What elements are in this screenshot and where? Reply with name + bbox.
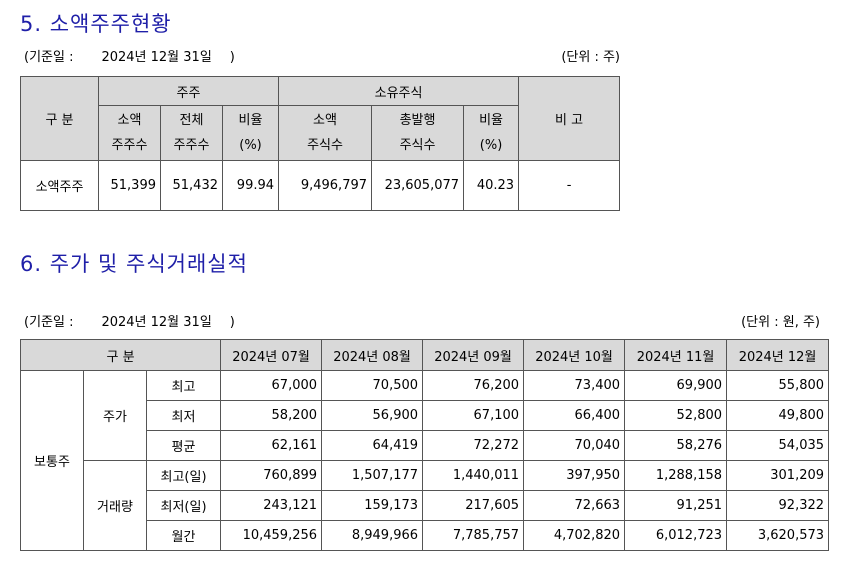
header-total-holders: 전체 주주수 xyxy=(160,105,223,161)
value-cell: 1,288,158 xyxy=(624,460,728,491)
value-cell: 70,040 xyxy=(523,430,626,461)
value-cell: 66,400 xyxy=(523,400,626,431)
value-cell: 3,620,573 xyxy=(726,520,830,551)
value-cell: 1,440,011 xyxy=(422,460,525,491)
basis-date: 2024년 12월 31일 xyxy=(101,315,212,330)
row-label: 최고 xyxy=(145,370,222,401)
minority-shareholders-table: 구 분 주주 소유주식 비 고 소액 주주수 전체 주주수 비율 (%) 소액 주식수 … xyxy=(20,76,621,211)
value-cell: 10,459,256 xyxy=(220,520,323,551)
month-header: 2024년 11월 xyxy=(624,339,728,371)
month-header: 2024년 12월 xyxy=(726,339,830,371)
total-holders-value: 51,432 xyxy=(160,160,223,211)
value-cell: 58,200 xyxy=(220,400,323,431)
value-cell: 69,900 xyxy=(624,370,728,401)
header-ratio2: 비율 (%) xyxy=(463,105,520,161)
row-label: 평균 xyxy=(145,430,222,461)
volume-group-label: 거래량 xyxy=(83,460,147,551)
value-cell: 52,800 xyxy=(624,400,728,431)
value-cell: 58,276 xyxy=(624,430,728,461)
value-cell: 397,950 xyxy=(523,460,626,491)
basis-label: (기준일 : xyxy=(24,50,74,65)
header-minor-shares: 소액 주식수 xyxy=(278,105,373,161)
row-label: 월간 xyxy=(145,520,222,551)
value-cell: 72,272 xyxy=(422,430,525,461)
value-cell: 1,507,177 xyxy=(321,460,424,491)
month-header: 2024년 08월 xyxy=(321,339,424,371)
month-header: 2024년 07월 xyxy=(220,339,323,371)
value-cell: 7,785,757 xyxy=(422,520,525,551)
value-cell: 4,702,820 xyxy=(523,520,626,551)
row-label: 최저 xyxy=(145,400,222,431)
table-row: 평균 62,161 64,419 72,272 70,040 58,276 54… xyxy=(21,430,830,461)
stock-type-label: 보통주 xyxy=(20,370,84,551)
table-row: 거래량 최고(일) 760,899 1,507,177 1,440,011 39… xyxy=(21,460,830,551)
value-cell: 217,605 xyxy=(422,490,525,521)
value-cell: 159,173 xyxy=(321,490,424,521)
price-group-label: 주가 xyxy=(83,370,147,461)
basis-label: (기준일 : xyxy=(24,315,74,330)
value-cell: 91,251 xyxy=(624,490,728,521)
header-minor-holders: 소액 주주수 xyxy=(98,105,161,161)
section5-basis: (기준일 : 2024년 12월 31일) xyxy=(24,46,235,65)
header-category: 구 분 xyxy=(20,76,99,161)
value-cell: 6,012,723 xyxy=(624,520,728,551)
header-note: 비 고 xyxy=(518,76,621,161)
table-row: 최저(일) 243,121 159,173 217,605 72,663 91,… xyxy=(21,490,830,521)
section6-title: 6. 주가 및 주식거래실적 xyxy=(20,252,248,276)
value-cell: 67,100 xyxy=(422,400,525,431)
minor-holders-value: 51,399 xyxy=(98,160,161,211)
month-header: 2024년 10월 xyxy=(523,339,626,371)
ratio2-value: 40.23 xyxy=(463,160,520,211)
value-cell: 56,900 xyxy=(321,400,424,431)
table-row: 최저 58,200 56,900 67,100 66,400 52,800 49… xyxy=(21,400,830,431)
value-cell: 54,035 xyxy=(726,430,830,461)
header-shares-group: 소유주식 xyxy=(278,76,520,106)
value-cell: 49,800 xyxy=(726,400,830,431)
basis-close: ) xyxy=(229,315,235,330)
value-cell: 55,800 xyxy=(726,370,830,401)
row-label: 최고(일) xyxy=(145,460,222,491)
row-label: 소액주주 xyxy=(20,160,99,211)
ratio1-value: 99.94 xyxy=(221,160,280,211)
value-cell: 64,419 xyxy=(321,430,424,461)
value-cell: 301,209 xyxy=(726,460,830,491)
value-cell: 92,322 xyxy=(726,490,830,521)
section5-title: 5. 소액주주현황 xyxy=(20,12,172,36)
note-value: - xyxy=(518,160,621,211)
row-label: 최저(일) xyxy=(145,490,222,521)
basis-date: 2024년 12월 31일 xyxy=(101,50,212,65)
value-cell: 8,949,966 xyxy=(321,520,424,551)
value-cell: 760,899 xyxy=(220,460,323,491)
header-holders-group: 주주 xyxy=(97,76,280,106)
basis-close: ) xyxy=(229,50,235,65)
header-category: 구 분 xyxy=(19,339,222,371)
month-header: 2024년 09월 xyxy=(422,339,525,371)
table-row: 보통주 주가 최고 67,000 70,500 76,200 73,400 69… xyxy=(20,370,830,551)
section6-unit: (단위 : 원, 주) xyxy=(741,315,820,330)
header-total-shares: 총발행 주식수 xyxy=(371,105,465,161)
value-cell: 72,663 xyxy=(523,490,626,521)
value-cell: 70,500 xyxy=(321,370,424,401)
table-row: 월간 10,459,256 8,949,966 7,785,757 4,702,… xyxy=(21,520,830,551)
value-cell: 67,000 xyxy=(220,370,323,401)
value-cell: 62,161 xyxy=(220,430,323,461)
value-cell: 73,400 xyxy=(523,370,626,401)
header-ratio1: 비율 (%) xyxy=(221,105,280,161)
value-cell: 243,121 xyxy=(220,490,323,521)
minor-shares-value: 9,496,797 xyxy=(278,160,373,211)
section6-basis: (기준일 : 2024년 12월 31일) xyxy=(24,311,235,330)
stock-price-trading-table: 구 분 2024년 07월 2024년 08월 2024년 09월 2024년 … xyxy=(19,339,830,551)
table-row: 소액주주 51,399 51,432 99.94 9,496,797 23,60… xyxy=(20,160,621,211)
section5-unit: (단위 : 주) xyxy=(561,50,620,65)
total-shares-value: 23,605,077 xyxy=(371,160,465,211)
value-cell: 76,200 xyxy=(422,370,525,401)
